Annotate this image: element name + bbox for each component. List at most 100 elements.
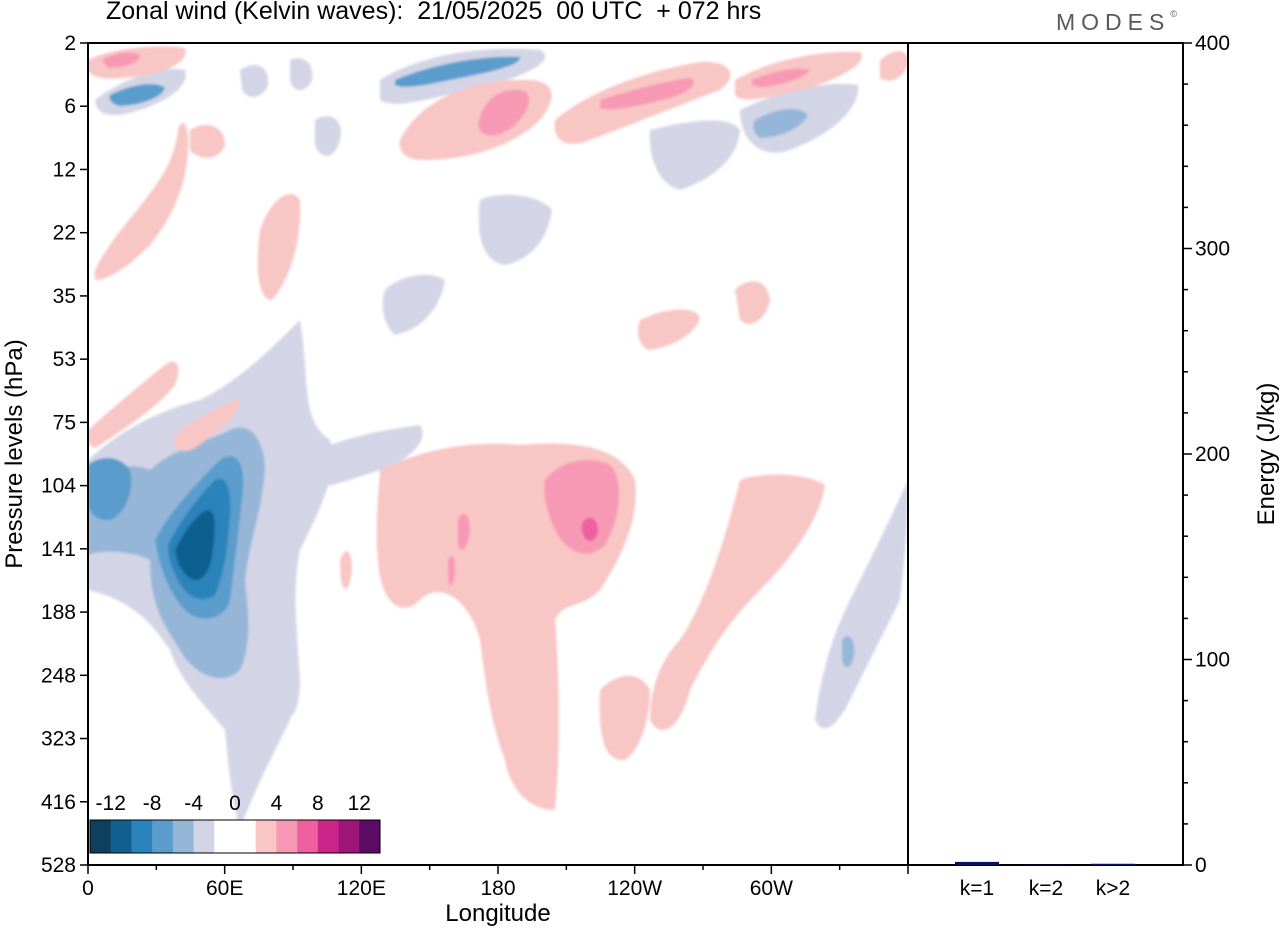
contour-pos-center-2 (544, 460, 620, 554)
x-tick-label: 60W (750, 877, 793, 900)
colorbar-labels: -12 -8 -4 0 4 8 12 (96, 792, 371, 815)
y-tick-label: 188 (41, 601, 76, 624)
contour-pos-strat-3b (751, 68, 810, 88)
contour-pos-strat-4b (102, 52, 140, 68)
contour-neg-upper-1b (109, 84, 165, 106)
energy-tick-label: 400 (1195, 32, 1230, 55)
contour-pos-strat-2b (600, 78, 694, 110)
energy-bars (955, 861, 1135, 866)
x-tick-label: 60E (206, 877, 243, 900)
colorbar-cell (359, 820, 381, 853)
colorbar-label: -4 (184, 792, 203, 815)
colorbar-label: 4 (271, 792, 283, 815)
contour-neg-upper-2b (395, 56, 521, 87)
y-tick-label: 528 (41, 854, 76, 877)
contour-neg-upper-5 (240, 65, 269, 97)
contour-pos-upper-mid (257, 194, 301, 300)
colorbar-cell (235, 820, 257, 853)
colorbar-cell (297, 820, 319, 853)
contour-pos-upper-left (95, 122, 189, 280)
y-tick-label: 12 (53, 158, 76, 181)
logo-text: MODES (1056, 9, 1171, 35)
energy-category-label: k>2 (1096, 877, 1130, 900)
energy-bar-panel: 0 100 200 300 400 k=1 k=2 k>2 Energy (J/kg) (907, 32, 1280, 900)
contour-neg-midlev-2 (382, 274, 445, 335)
energy-frame (907, 42, 1184, 866)
contour-neg-stripe (264, 512, 300, 718)
colorbar-cell (214, 820, 236, 853)
logo-mark: © (1170, 9, 1177, 19)
contour-pos-center-4 (458, 514, 470, 550)
colorbar-label: 12 (348, 792, 371, 815)
y-tick-label: 248 (41, 664, 76, 687)
y-tick-label: 75 (53, 411, 76, 434)
colorbar-cell (317, 820, 339, 853)
contour-pos-upper-mid2 (190, 125, 225, 158)
colorbar-cell (276, 820, 298, 853)
colorbar-legend: -12 -8 -4 0 4 8 12 (89, 792, 381, 854)
x-tick-label: 0 (82, 877, 94, 900)
energy-category-label: k=2 (1029, 877, 1063, 900)
colorbar-label: 0 (229, 792, 241, 815)
energy-y-axis: 0 100 200 300 400 (1183, 32, 1230, 877)
y-tick-label: 323 (41, 728, 76, 751)
colorbar-cell (110, 820, 132, 853)
colorbar-cell (152, 820, 174, 853)
contour-pos-strat-1b (478, 89, 530, 136)
y-tick-label: 141 (41, 538, 76, 561)
contour-pos-center-3 (581, 517, 598, 542)
x-tick-label: 120W (607, 877, 662, 900)
contour-fills (88, 46, 908, 830)
contour-pos-strat-4 (88, 46, 186, 79)
hovmoller-plot (87, 42, 909, 866)
contour-neg-east-core (842, 635, 855, 668)
energy-bar (1024, 864, 1068, 866)
y-tick-label: 416 (41, 791, 76, 814)
colorbar-cells (90, 820, 381, 853)
contour-pos-mid-3 (340, 551, 352, 589)
colorbar-cell (90, 820, 112, 853)
contour-pos-center-5 (448, 556, 456, 586)
colorbar-frame (89, 819, 381, 854)
energy-axis-title: Energy (J/kg) (1253, 383, 1280, 526)
y-tick-label: 2 (64, 32, 76, 55)
colorbar-cell (338, 820, 360, 853)
energy-category-label: k=1 (960, 877, 994, 900)
contour-pos-mid-1 (638, 309, 700, 350)
contour-pos-strat-5 (880, 51, 908, 81)
contour-pos-left-diag-2 (174, 398, 240, 452)
energy-bar (1091, 863, 1135, 865)
contour-neg-midlev (478, 194, 552, 265)
x-axis: 0 60E 120E 180 120W 60W (82, 865, 909, 900)
colorbar-label: -12 (96, 792, 126, 815)
y-axis: 2 6 12 22 35 53 75 104 141 188 248 323 416 528 (41, 32, 88, 877)
y-tick-label: 35 (53, 285, 76, 308)
energy-tick-label: 0 (1195, 854, 1207, 877)
y-tick-label: 104 (41, 475, 76, 498)
contour-neg-core-3 (175, 510, 215, 580)
contour-neg-upper-4b (753, 108, 808, 138)
colorbar-cell (131, 820, 153, 853)
energy-tick-label: 100 (1195, 649, 1230, 672)
energy-x-axis: k=1 k=2 k>2 (960, 877, 1130, 900)
contour-pos-left-diag (88, 361, 179, 448)
energy-tick-label: 200 (1195, 443, 1230, 466)
contour-neg-mid-strip (300, 425, 423, 490)
contour-neg-left-core (88, 458, 132, 521)
colorbar-cell (172, 820, 194, 853)
y-tick-label: 53 (53, 348, 76, 371)
colorbar-label: -8 (143, 792, 162, 815)
y-tick-label: 22 (53, 222, 76, 245)
contour-neg-upper-6 (290, 58, 313, 91)
contour-neg-upper-7 (315, 116, 341, 156)
colorbar-cell (193, 820, 215, 853)
x-axis-title: Longitude (445, 900, 550, 927)
contour-neg-east (815, 480, 908, 729)
x-tick-label: 120E (337, 877, 386, 900)
contour-neg-upper-3 (649, 120, 740, 190)
y-axis-title: Pressure levels (hPa) (1, 339, 28, 568)
contour-pos-mid-2 (735, 281, 770, 324)
chart-title: Zonal wind (Kelvin waves): 21/05/2025 00… (106, 0, 762, 25)
contour-pos-east-stripe-2 (599, 675, 650, 761)
contour-pos-east-stripe (650, 474, 825, 730)
